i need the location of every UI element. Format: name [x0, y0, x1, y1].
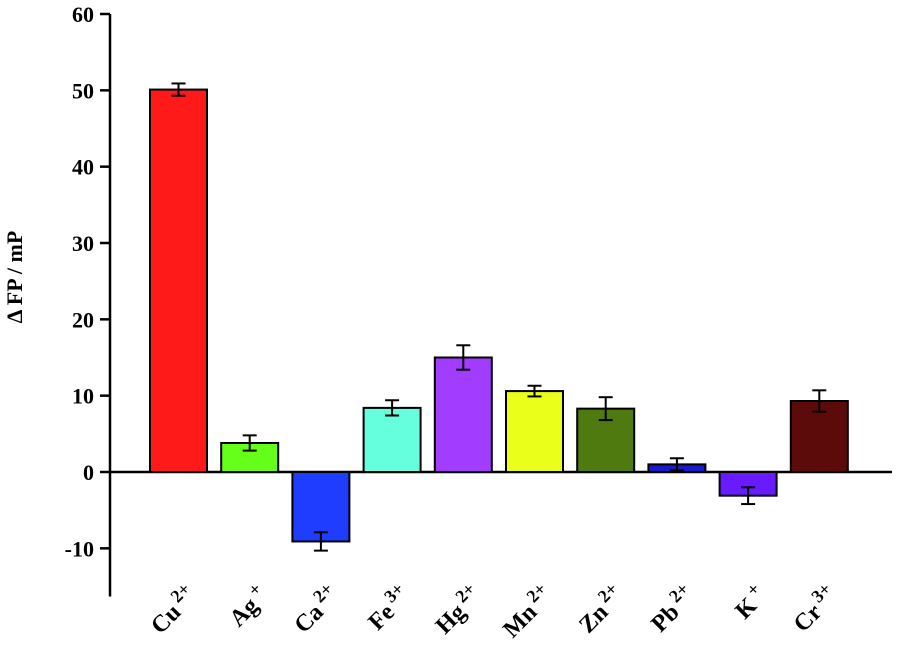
x-tick-label: Hg2+: [427, 579, 488, 640]
x-tick-label: Ca2+: [285, 579, 345, 639]
error-bar: [598, 396, 613, 422]
x-tick-label: Zn2+: [570, 579, 630, 639]
x-tick-label: Mn2+: [494, 579, 559, 644]
y-tick-label: 10: [72, 384, 94, 409]
x-tick-label: Pb2+: [642, 579, 701, 638]
y-tick-label: -10: [65, 536, 94, 561]
x-tick-label: Cr3+: [785, 579, 844, 638]
error-bar: [812, 389, 827, 413]
error-bar: [456, 344, 471, 371]
bar: [291, 471, 351, 543]
x-tick-label: Ag+: [220, 579, 273, 632]
error-bar: [527, 384, 542, 398]
x-tick-label: Fe3+: [359, 579, 416, 636]
bar: [433, 356, 493, 473]
x-tick-label: K+: [726, 579, 772, 625]
category-labels: Cu2+ Ag+Ca2+Fe3+Hg2+Mn2+Zn2+Pb2+ K+ Cr3+: [142, 579, 844, 644]
error-bar: [741, 486, 756, 506]
y-tick-label: 60: [72, 2, 94, 27]
bar: [505, 390, 564, 473]
y-axis: 60 50 40 30 20 10 0 -10: [65, 2, 112, 597]
bar: [789, 400, 849, 474]
y-axis-title: Δ FP / mP: [2, 231, 27, 324]
bars: [149, 88, 849, 543]
y-tick-label: 0: [83, 460, 94, 485]
error-bar: [385, 399, 400, 417]
y-tick-label: 30: [72, 231, 94, 256]
error-bar: [171, 82, 186, 97]
y-tick-label: 40: [72, 155, 94, 180]
y-tick-label: 50: [72, 78, 94, 103]
bar: [149, 88, 208, 473]
y-tick-label: 20: [72, 307, 94, 332]
error-bar: [669, 457, 684, 472]
bar: [362, 406, 422, 474]
error-bars: [171, 82, 827, 552]
x-tick-label: Cu2+: [142, 579, 203, 640]
error-bar: [242, 434, 257, 452]
error-bar: [313, 531, 328, 552]
